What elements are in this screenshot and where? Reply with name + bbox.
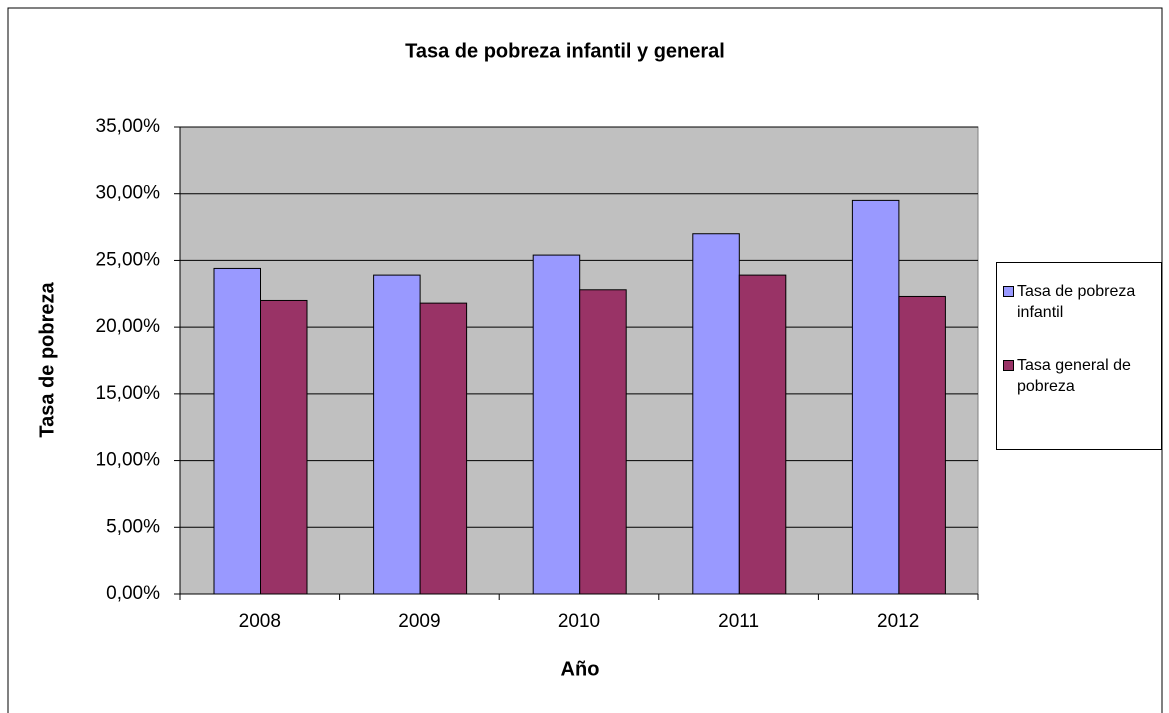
legend-label: Tasa general de pobreza bbox=[1017, 357, 1131, 395]
y-tick-label: 15,00% bbox=[96, 383, 161, 404]
y-tick-label: 35,00% bbox=[96, 116, 161, 137]
y-tick-label: 0,00% bbox=[106, 583, 160, 604]
legend-label: Tasa de pobreza infantil bbox=[1017, 283, 1136, 321]
bar bbox=[851, 199, 900, 595]
x-tick-label: 2012 bbox=[877, 611, 919, 632]
bar bbox=[692, 233, 740, 595]
y-tick-label: 10,00% bbox=[96, 450, 161, 471]
x-axis-title: Año bbox=[561, 658, 600, 680]
chart-title: Tasa de pobreza infantil y general bbox=[405, 40, 725, 62]
y-tick-label: 25,00% bbox=[96, 249, 161, 270]
y-tick-label: 5,00% bbox=[106, 516, 160, 537]
x-tick-label: 2008 bbox=[239, 611, 281, 632]
x-tick-label: 2010 bbox=[558, 611, 600, 632]
x-tick-label: 2009 bbox=[398, 611, 440, 632]
bar bbox=[260, 299, 308, 595]
bar bbox=[419, 302, 468, 595]
bar bbox=[898, 295, 946, 595]
bar bbox=[579, 289, 627, 595]
bar bbox=[738, 274, 787, 595]
x-tick-label: 2011 bbox=[718, 611, 759, 632]
bar bbox=[373, 274, 421, 595]
legend-swatch bbox=[1003, 286, 1014, 297]
legend-swatch bbox=[1003, 360, 1014, 371]
y-tick-label: 30,00% bbox=[96, 183, 161, 204]
y-tick-label: 20,00% bbox=[96, 316, 161, 337]
y-axis-title: Tasa de pobreza bbox=[36, 282, 58, 438]
legend-item: Tasa general de pobreza bbox=[1003, 355, 1157, 397]
legend-item: Tasa de pobreza infantil bbox=[1003, 281, 1157, 323]
legend: Tasa de pobreza infantil Tasa general de … bbox=[996, 262, 1162, 450]
bar bbox=[532, 254, 581, 595]
bar bbox=[213, 267, 261, 595]
